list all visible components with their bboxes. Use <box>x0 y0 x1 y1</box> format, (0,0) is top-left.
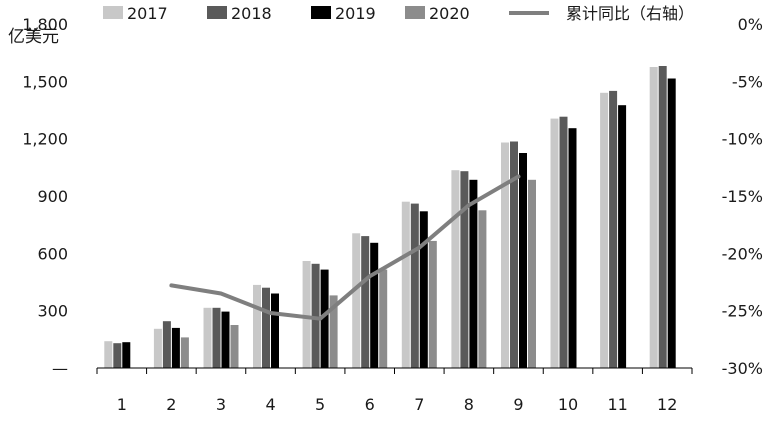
bar-2019-9 <box>519 153 527 368</box>
legend-swatch-2020 <box>405 6 425 19</box>
y-tick-label: — <box>52 359 68 378</box>
bar-2017-1 <box>104 341 113 368</box>
bar-2017-6 <box>352 233 361 368</box>
bar-2018-2 <box>162 321 171 368</box>
x-tick-label: 6 <box>365 395 375 414</box>
bar-2018-3 <box>212 307 221 368</box>
legend-label-2019: 2019 <box>335 4 376 23</box>
bar-2019-3 <box>221 311 230 368</box>
bar-2017-3 <box>203 307 212 368</box>
x-tick-label: 1 <box>117 395 127 414</box>
bar-2018-7 <box>410 203 419 368</box>
x-tick-label: 2 <box>166 395 176 414</box>
y-tick-label: 600 <box>37 244 68 263</box>
bar-2017-4 <box>253 284 261 368</box>
x-tick-label: 12 <box>657 395 677 414</box>
bar-2017-7 <box>401 201 410 368</box>
yoy-line-group <box>169 174 521 321</box>
bar-2017-8 <box>451 170 460 368</box>
legend-label-line: 累计同比（右轴） <box>566 4 694 23</box>
legend-label-2018: 2018 <box>231 4 272 23</box>
y2-tick-label: -15% <box>722 187 763 206</box>
bar-2017-10 <box>550 118 559 368</box>
bar-2020-2 <box>180 337 189 368</box>
bar-2017-2 <box>153 328 162 368</box>
y2-tick-label: -10% <box>722 130 763 149</box>
x-tick-label: 10 <box>558 395 578 414</box>
x-tick-label: 9 <box>513 395 523 414</box>
legend-label-2020: 2020 <box>429 4 470 23</box>
x-tick-label: 3 <box>216 395 226 414</box>
y-tick-label: 1,200 <box>22 130 68 149</box>
bar-2018-5 <box>311 263 320 368</box>
y-tick-label: 300 <box>37 302 68 321</box>
bar-2018-4 <box>262 287 270 368</box>
y2-tick-label: -20% <box>722 244 763 263</box>
bar-2018-6 <box>361 236 370 368</box>
bar-2019-7 <box>419 211 428 368</box>
y-axis-title-group: 亿美元 <box>8 27 59 47</box>
bar-2018-1 <box>113 343 122 368</box>
bar-2019-10 <box>568 128 577 368</box>
bar-2019-8 <box>469 179 478 368</box>
bars <box>104 66 676 369</box>
y-tick-label: 1,500 <box>22 72 68 91</box>
bar-2020-8 <box>478 210 487 368</box>
x-tick-label: 7 <box>414 395 424 414</box>
bar-2020-5 <box>329 295 338 368</box>
legend-label-2017: 2017 <box>127 4 168 23</box>
bar-2019-1 <box>122 342 131 368</box>
bar-2018-10 <box>559 116 568 368</box>
bar-2018-9 <box>510 141 518 368</box>
bar-2017-9 <box>501 142 509 368</box>
yoy-line <box>169 174 521 321</box>
y2-tick-label: -30% <box>722 359 763 378</box>
bar-2018-8 <box>460 171 469 368</box>
y2-tick-label: -25% <box>722 302 763 321</box>
right-axis-ticks: -30% -25% -20% -15% -10% -5% 0% <box>722 15 763 378</box>
bar-2019-6 <box>370 242 379 368</box>
bar-2020-7 <box>428 240 437 368</box>
bar-2020-3 <box>230 325 239 368</box>
y-tick-label: 1,800 <box>22 15 68 34</box>
x-axis: 1 2 3 4 5 6 7 8 9 10 11 12 <box>96 367 693 414</box>
bar-2017-11 <box>600 92 609 369</box>
legend: 2017 2018 2019 2020 累计同比（右轴） <box>103 4 694 23</box>
x-tick-label: 4 <box>265 395 275 414</box>
x-tick-label: 8 <box>464 395 474 414</box>
bar-2020-9 <box>528 179 536 368</box>
bar-2017-5 <box>302 261 311 368</box>
y-tick-label: 900 <box>37 187 68 206</box>
bar-2019-11 <box>618 105 627 368</box>
y2-tick-label: 0% <box>738 15 763 34</box>
bar-2018-12 <box>658 66 667 368</box>
bar-2020-6 <box>379 269 388 368</box>
x-tick-label: 11 <box>607 395 627 414</box>
legend-swatch-2019 <box>311 6 331 19</box>
bar-2018-11 <box>609 90 618 369</box>
bar-2019-5 <box>320 269 329 368</box>
bar-2019-2 <box>171 327 180 368</box>
left-axis-ticks: — 300 600 900 1,200 1,500 1,800 <box>22 15 68 378</box>
y-axis-title: 亿美元 <box>8 27 59 47</box>
x-tick-label: 5 <box>315 395 325 414</box>
bar-2017-12 <box>649 67 658 368</box>
y2-tick-label: -5% <box>732 72 763 91</box>
legend-swatch-2018 <box>207 6 227 19</box>
bar-2019-4 <box>271 293 279 368</box>
legend-swatch-2017 <box>103 6 123 19</box>
bar-2019-12 <box>667 78 676 368</box>
